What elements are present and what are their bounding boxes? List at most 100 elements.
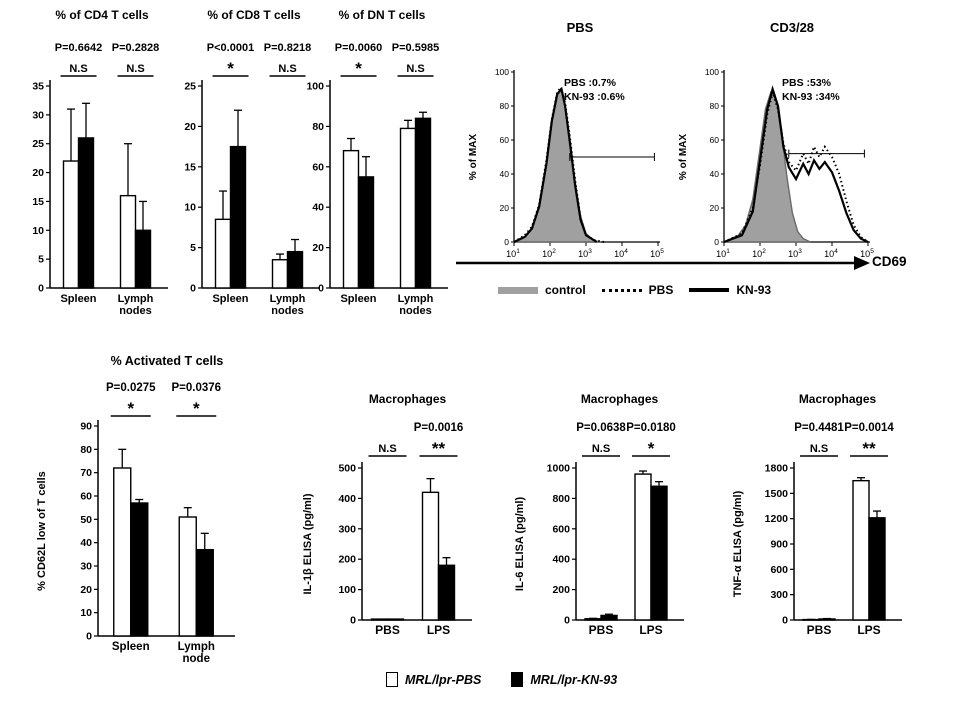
- svg-text:LPS: LPS: [639, 623, 662, 637]
- flow-pbs-title: PBS: [566, 20, 594, 35]
- svg-text:P=0.5985: P=0.5985: [392, 42, 439, 54]
- svg-text:0: 0: [318, 283, 324, 295]
- flow-pbs-ylabel: % of MAX: [468, 133, 479, 181]
- bar-MRL/lpr-PBS-Lymph-nodes: [399, 127, 417, 289]
- legend-label-mrl-pbs: MRL/lpr-PBS: [405, 672, 482, 687]
- chart-activated-tcells: % Activated T cells % CD62L low of T cel…: [32, 354, 242, 694]
- svg-text:Lymph: Lymph: [398, 293, 434, 305]
- chart-dn: % of DN T cells 0 20 40 60 80 100 * P=0.0060 Spl…: [300, 8, 450, 343]
- bar-MRL/lpr-PBS-PBS: [584, 618, 602, 621]
- svg-text:5: 5: [38, 254, 44, 266]
- svg-text:30: 30: [80, 561, 92, 573]
- tnfa-plot-svg: 0 300 600 900 1200 1500 1800 N.S P=0.4481 PBS ** P=…: [765, 422, 902, 637]
- bar-MRL/lpr-KN-93-PBS: [818, 618, 836, 621]
- svg-text:LPS: LPS: [857, 623, 880, 637]
- svg-text:10: 10: [32, 225, 44, 237]
- bar-MRL/lpr-KN-93-Spleen: [130, 502, 149, 637]
- bar-MRL/lpr-PBS-LPS: [852, 479, 870, 621]
- svg-text:**: **: [432, 439, 446, 458]
- svg-text:300: 300: [338, 523, 356, 535]
- svg-text:Spleen: Spleen: [112, 641, 150, 653]
- svg-text:60: 60: [710, 135, 720, 145]
- svg-text:20: 20: [184, 121, 196, 133]
- bar-MRL/lpr-KN-93-Spleen: [357, 176, 375, 289]
- svg-text:400: 400: [552, 554, 570, 566]
- flow-legend-item-pbs: PBS: [601, 283, 674, 297]
- svg-text:100: 100: [338, 584, 356, 596]
- chart-il6-elisa: Macrophages IL-6 ELISA (pg/ml) 0 200 400 60…: [512, 392, 684, 677]
- bar-MRL/lpr-KN-93-Lymph-nodes: [414, 117, 432, 289]
- svg-text:0: 0: [190, 283, 196, 295]
- flow-cd328-ylabel: % of MAX: [678, 133, 689, 181]
- svg-text:PBS :53%: PBS :53%: [782, 77, 832, 89]
- svg-text:300: 300: [770, 589, 788, 601]
- svg-text:60: 60: [500, 135, 510, 145]
- svg-text:Lymph: Lymph: [270, 293, 306, 305]
- hist-curve-kn93: [513, 86, 598, 243]
- svg-text:0: 0: [782, 615, 788, 627]
- legend-item-mrl-pbs: MRL/lpr-PBS: [386, 672, 481, 687]
- svg-text:P=0.0638: P=0.0638: [576, 422, 626, 434]
- il6-plot-svg: 0 200 400 600 800 1000 N.S P=0.0638 PBS * P=0.0180…: [547, 422, 684, 637]
- flow-legend-label-pbs: PBS: [648, 283, 674, 297]
- tnfa-title: Macrophages: [798, 392, 877, 406]
- il6-ylabel: IL-6 ELISA (pg/ml): [514, 496, 526, 592]
- svg-text:15: 15: [184, 161, 196, 173]
- cd4-plot-svg: 0 5 10 15 20 25 30 35 N.S P=0.6642 Spleen N.S P=0.28…: [32, 42, 168, 317]
- svg-text:10: 10: [184, 202, 196, 214]
- flow-cd328-plot-svg: 0 20 40 60 80 100 101 102 103 104 105 PBS :53% KN-93…: [705, 67, 874, 259]
- svg-text:PBS: PBS: [589, 623, 614, 637]
- cd69-axis-arrow-svg: [456, 256, 870, 270]
- flow-legend-label-control: control: [545, 283, 586, 297]
- svg-text:600: 600: [770, 564, 788, 576]
- cd4-title: % of CD4 T cells: [55, 8, 149, 22]
- svg-text:20: 20: [312, 242, 324, 254]
- svg-text:70: 70: [80, 467, 92, 479]
- activated-plot-svg: 0 10 20 30 40 50 60 70 80 90 * P=0.0275 Spleen * P=0.0…: [80, 382, 235, 665]
- svg-text:50: 50: [80, 514, 92, 526]
- svg-text:40: 40: [710, 169, 720, 179]
- chart-tnfa-elisa: Macrophages TNF-α ELISA (pg/ml) 0 300 600 9…: [730, 392, 902, 677]
- hist-curve-pbs: [723, 88, 869, 243]
- flow-legend-label-kn93: KN-93: [736, 283, 772, 297]
- bar-MRL/lpr-PBS-Lymph-node: [178, 516, 197, 637]
- svg-text:P=0.0275: P=0.0275: [106, 382, 156, 394]
- svg-text:PBS :0.7%: PBS :0.7%: [564, 77, 617, 89]
- bar-MRL/lpr-PBS-Lymph-nodes: [271, 259, 289, 289]
- svg-text:103: 103: [788, 248, 802, 259]
- svg-text:102: 102: [542, 248, 556, 259]
- svg-text:40: 40: [312, 202, 324, 214]
- activated-ylabel: % CD62L low of T cells: [36, 471, 48, 591]
- svg-text:Lymph: Lymph: [178, 641, 215, 653]
- svg-text:1200: 1200: [765, 513, 789, 525]
- svg-text:30: 30: [32, 109, 44, 121]
- svg-text:40: 40: [80, 537, 92, 549]
- flow-pbs-plot-svg: 0 20 40 60 80 100 101 102 103 104 105 PBS :0.7% KN-9…: [495, 67, 664, 259]
- svg-text:800: 800: [552, 493, 570, 505]
- svg-text:200: 200: [338, 554, 356, 566]
- svg-text:500: 500: [338, 463, 356, 475]
- svg-text:200: 200: [552, 584, 570, 596]
- hist-curve-control: [513, 87, 601, 243]
- flow-legend: control PBS KN-93: [498, 283, 771, 297]
- il1b-plot-svg: 0 100 200 300 400 500 N.S PBS ** P=0.0016 LPS: [338, 422, 472, 637]
- cd8-plot-svg: 0 5 10 15 20 25 * P<0.0001 Spleen N.S P=0.8218 Lymp…: [184, 42, 320, 317]
- svg-text:600: 600: [552, 523, 570, 535]
- flow-legend-item-control: control: [498, 283, 586, 297]
- legend-item-mrl-kn93: MRL/lpr-KN-93: [511, 672, 617, 687]
- bar-MRL/lpr-KN-93-Spleen: [229, 145, 247, 289]
- svg-text:N.S: N.S: [126, 63, 144, 75]
- activated-title: % Activated T cells: [110, 354, 224, 368]
- cd8-title: % of CD8 T cells: [207, 8, 301, 22]
- svg-text:N.S: N.S: [810, 443, 828, 455]
- svg-text:25: 25: [32, 138, 44, 150]
- svg-text:80: 80: [80, 444, 92, 456]
- svg-text:60: 60: [312, 161, 324, 173]
- svg-text:80: 80: [312, 121, 324, 133]
- svg-text:20: 20: [32, 167, 44, 179]
- svg-text:*: *: [355, 59, 362, 78]
- svg-text:PBS: PBS: [375, 623, 400, 637]
- kn93-solid-line-icon: [689, 288, 730, 292]
- svg-text:*: *: [648, 439, 655, 458]
- svg-text:80: 80: [500, 101, 510, 111]
